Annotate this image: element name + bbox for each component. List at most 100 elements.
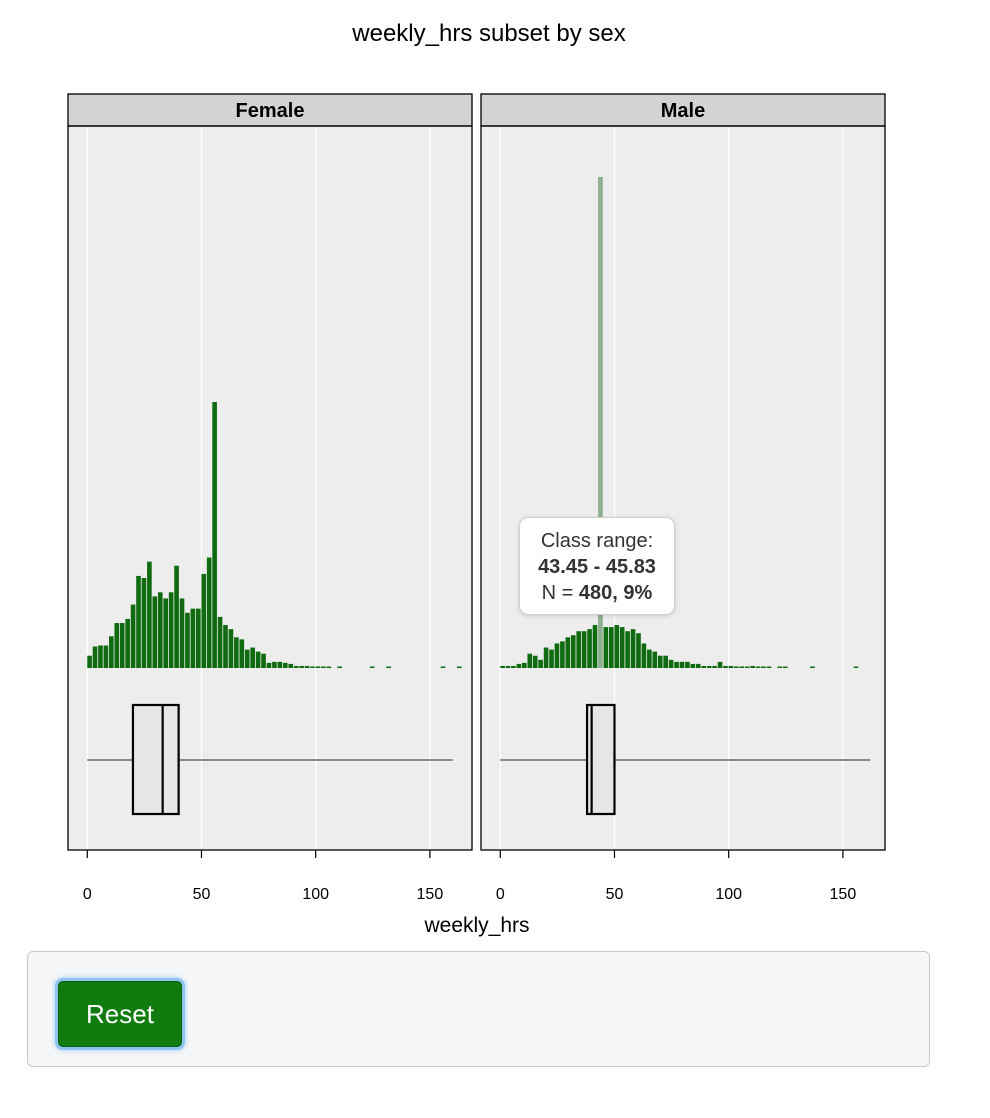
- histogram-bar: [652, 651, 658, 668]
- chart-title: weekly_hrs subset by sex: [351, 20, 625, 47]
- histogram-bar: [695, 663, 701, 668]
- histogram-bar: [456, 666, 462, 668]
- histogram-bar: [299, 665, 304, 668]
- histogram-bar: [679, 661, 685, 668]
- histogram-bar: [119, 622, 125, 668]
- histogram-bar: [244, 649, 250, 668]
- histogram-bar: [630, 629, 636, 668]
- histogram-bar: [190, 608, 196, 668]
- tooltip-range-value: 43.45 - 45.83: [538, 556, 656, 578]
- histogram-bar: [239, 639, 245, 668]
- histogram-bar: [543, 647, 549, 668]
- histogram-bar: [663, 655, 668, 668]
- reset-button[interactable]: Reset: [58, 981, 182, 1047]
- histogram-bar: [310, 666, 315, 668]
- histogram-bar: [386, 666, 391, 668]
- histogram-bar: [728, 665, 734, 668]
- x-tick-label: 150: [830, 886, 857, 903]
- histogram-bar: [810, 666, 815, 668]
- histogram-bar: [147, 561, 152, 668]
- histogram-bar: [587, 629, 592, 668]
- histogram-bar: [734, 666, 739, 668]
- histogram-bar: [717, 661, 723, 668]
- panel-background: [68, 126, 472, 850]
- histogram-bar: [685, 661, 690, 668]
- panel-border: [67, 125, 473, 851]
- histogram-bar: [619, 627, 625, 668]
- histogram-bar: [304, 665, 310, 668]
- histogram-bar: [608, 627, 614, 668]
- tooltip-label: Class range:: [540, 530, 654, 552]
- tooltip-n-prefix: N =: [541, 582, 579, 604]
- histogram-bar: [641, 643, 647, 668]
- x-tick-label: 100: [302, 886, 329, 903]
- histogram-bar: [761, 666, 766, 668]
- histogram-bar: [853, 666, 859, 668]
- histogram-bar: [516, 663, 522, 668]
- histogram-bar: [98, 645, 103, 668]
- histogram-bar: [282, 662, 288, 668]
- histogram-bar: [538, 659, 543, 668]
- histogram-bar: [554, 643, 560, 668]
- histogram-bar: [315, 666, 321, 668]
- histogram-bar: [511, 665, 516, 668]
- histogram-bar: [125, 618, 130, 668]
- histogram-bar: [277, 661, 283, 668]
- histogram-bar: [636, 633, 641, 668]
- histogram-bar: [614, 625, 620, 668]
- histogram-bar: [141, 577, 147, 668]
- histogram-bar: [560, 641, 565, 668]
- histogram-bar: [201, 573, 207, 668]
- histogram-bar: [179, 598, 185, 668]
- panel-female: Female 0 50 100 150: [67, 93, 696, 903]
- histogram-bar: [369, 666, 375, 668]
- histogram-bar: [136, 575, 141, 668]
- histogram-bar: [228, 629, 234, 668]
- histogram-bar: [261, 653, 266, 668]
- histogram-bar: [206, 557, 212, 668]
- histogram-bar: [581, 631, 587, 668]
- histogram-bar: [250, 647, 255, 668]
- histogram-bar: [690, 663, 696, 668]
- histogram-bar: [674, 661, 679, 668]
- panel-strip: [480, 93, 886, 127]
- chart: weekly_hrs subset by sex Female 0 50 100 150…: [67, 20, 886, 937]
- x-tick-label: 50: [606, 886, 624, 903]
- panel-border: [480, 125, 886, 851]
- histogram-bar: [255, 651, 261, 668]
- boxplot-box: [131, 703, 180, 816]
- histogram-bar: [598, 177, 603, 668]
- histogram-bar: [174, 565, 179, 668]
- histogram-bar: [103, 645, 109, 668]
- histogram-bar: [701, 665, 707, 668]
- x-tick-label: 0: [496, 886, 505, 903]
- histogram-bar: [272, 661, 277, 668]
- histogram-bar: [195, 608, 201, 668]
- histogram-bar: [505, 665, 511, 668]
- histogram-bar: [87, 655, 92, 668]
- histogram-bar: [326, 666, 332, 668]
- histogram-bar: [152, 596, 158, 668]
- panel-strip-label: Female: [236, 100, 305, 122]
- histogram-bar: [625, 631, 630, 668]
- histogram-bar: [114, 622, 120, 668]
- histogram-bar: [777, 666, 783, 668]
- histogram-bar: [603, 627, 609, 668]
- histogram-bar: [522, 662, 527, 668]
- histogram-bar: [500, 665, 505, 668]
- histogram-bar: [570, 635, 576, 668]
- histogram-bar: [647, 649, 652, 668]
- x-tick-label: 0: [83, 886, 92, 903]
- histogram-bar: [744, 666, 750, 668]
- histogram-bar: [766, 666, 772, 668]
- histogram-bar: [321, 666, 326, 668]
- histogram-bar: [549, 649, 554, 668]
- panel-male: Male 0 50 100 150: [480, 93, 886, 903]
- histogram-bar: [288, 663, 294, 668]
- histogram-bar: [782, 666, 788, 668]
- histogram-bar: [668, 659, 674, 668]
- x-tick-label: 150: [417, 886, 444, 903]
- histogram-bar: [532, 655, 538, 668]
- histogram-bar: [212, 402, 217, 668]
- panel-strip-label: Male: [661, 100, 705, 122]
